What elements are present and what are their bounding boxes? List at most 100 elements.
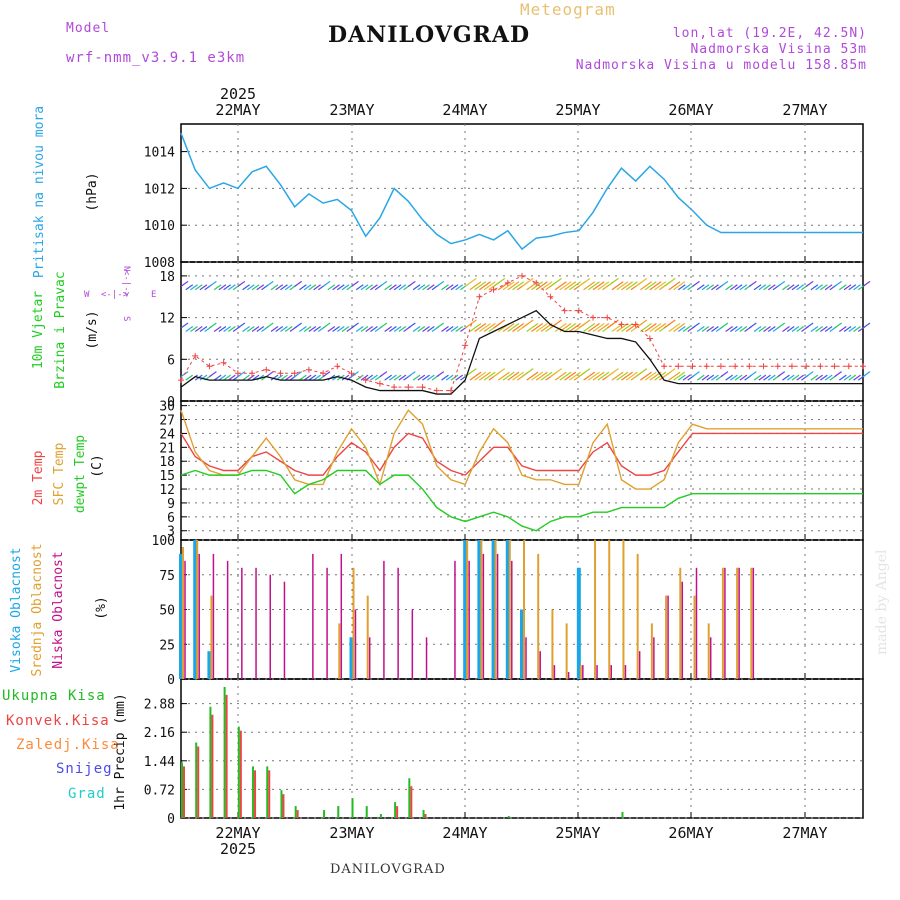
precip-ylabel: 1hr Precip (mm) (113, 693, 128, 810)
wind-barb (550, 368, 562, 378)
wind-barb (270, 326, 279, 332)
temp-unit: (C) (90, 454, 105, 477)
wind-barb (583, 281, 596, 291)
precip-total-bar (294, 806, 297, 818)
wind-barb (180, 280, 189, 287)
wind-gust-point (348, 370, 355, 377)
wind-gust-point (433, 387, 440, 394)
bottom-day-25: 25MAY (555, 824, 600, 842)
wind-barb (479, 281, 491, 291)
wind-barb (464, 319, 477, 329)
wind-barb (308, 374, 317, 381)
wind-compass-rose: N <-|-> S W <-|-> E (84, 266, 156, 321)
wind-barb (521, 368, 534, 378)
wind-barb (313, 374, 321, 381)
compass-n: N (121, 266, 131, 271)
wind-gust-point (263, 366, 270, 373)
wind-barb (692, 371, 700, 378)
wind-gust-point (334, 363, 341, 370)
wind-barb (843, 374, 852, 381)
wind-barb (209, 322, 217, 329)
wind-barb (213, 326, 222, 332)
wind-barb (640, 281, 652, 291)
wind-barb (805, 371, 814, 378)
wind-barb (209, 371, 217, 378)
wind-barb (535, 281, 548, 291)
wind-barb (322, 322, 331, 329)
wind-barb (512, 323, 525, 332)
compass-arrows-vertical: <-|-> (121, 270, 131, 298)
wind-gust-point (519, 272, 525, 279)
wind-gust-point (476, 293, 483, 300)
wind-gust-point (817, 363, 824, 370)
wind-gust-point (277, 370, 284, 377)
wind-barb (213, 374, 222, 381)
compass-w: W (84, 290, 90, 300)
wind-barb (194, 284, 203, 291)
wind-barb (696, 374, 705, 381)
wind-barb (270, 284, 279, 291)
wind-barb (843, 326, 852, 332)
wind-barb (436, 280, 445, 287)
wind-barb (417, 284, 426, 291)
wind-barb (767, 374, 776, 381)
wind-barb (767, 284, 776, 291)
wind-gust-point (234, 370, 241, 377)
temp-tick-label: 9 (167, 497, 175, 512)
wind-barb (199, 326, 208, 332)
precip-conv-bar (282, 794, 285, 818)
precip-conv-bar (239, 730, 242, 818)
wind-barb (824, 374, 833, 381)
wind-barb (682, 326, 691, 332)
wind-ylabel-1: 10m Vjetar (31, 291, 46, 369)
pressure-tick-label: 1010 (144, 219, 175, 234)
wind-barb (294, 322, 303, 329)
wind-barb (469, 281, 482, 291)
wind-barb (696, 284, 705, 291)
wind-barb (635, 277, 648, 287)
pressure-tick-label: 1008 (144, 256, 175, 271)
wind-barb (370, 374, 378, 381)
wind-barb (526, 371, 539, 381)
wind-barb (407, 280, 416, 287)
wind-barb (796, 374, 805, 381)
wind-barb (483, 281, 496, 291)
wind-barb (322, 371, 331, 378)
precip-conv-bar (197, 746, 200, 818)
pressure-tick-label: 1014 (144, 146, 175, 161)
pressure-line (180, 132, 863, 251)
top-day-24: 24MAY (442, 101, 487, 119)
wind-gust-point (618, 321, 625, 328)
model-altitude-label: Nadmorska Visina u modelu 158.85m (575, 58, 867, 73)
wind-barb (223, 326, 231, 332)
wind-barb (862, 371, 871, 378)
wind-barb (308, 284, 317, 291)
wind-barb (725, 374, 734, 381)
wind-barb (303, 374, 312, 381)
wind-barb (512, 281, 525, 291)
bottom-day-27: 27MAY (782, 824, 827, 842)
wind-barb (569, 281, 581, 291)
precip-total-bar (621, 812, 624, 818)
lonlat-label: lon,lat (19.2E, 42.5N) (672, 26, 867, 41)
wind-barb (450, 326, 459, 332)
cloud-tick-label: 50 (159, 604, 175, 619)
cloud-tick-label: 100 (152, 534, 175, 549)
wind-barb (701, 326, 710, 332)
wind-barb (587, 323, 600, 332)
wind-barb (275, 326, 284, 332)
wind-barb (663, 277, 676, 287)
wind-barb (834, 371, 842, 378)
wind-barb (502, 323, 515, 332)
wind-barb (677, 284, 686, 291)
wind-gust-point (646, 335, 653, 342)
cloud-ylabel-low: Niska Oblacnost (51, 551, 66, 668)
wind-barb (654, 371, 667, 381)
wind-barb (848, 326, 857, 332)
wind-barb (426, 284, 435, 291)
wind-tick-label: 12 (159, 312, 175, 327)
wind-barb (218, 374, 227, 381)
wind-barb (649, 281, 662, 291)
wind-barb (592, 281, 605, 291)
wind-barb (782, 284, 790, 291)
